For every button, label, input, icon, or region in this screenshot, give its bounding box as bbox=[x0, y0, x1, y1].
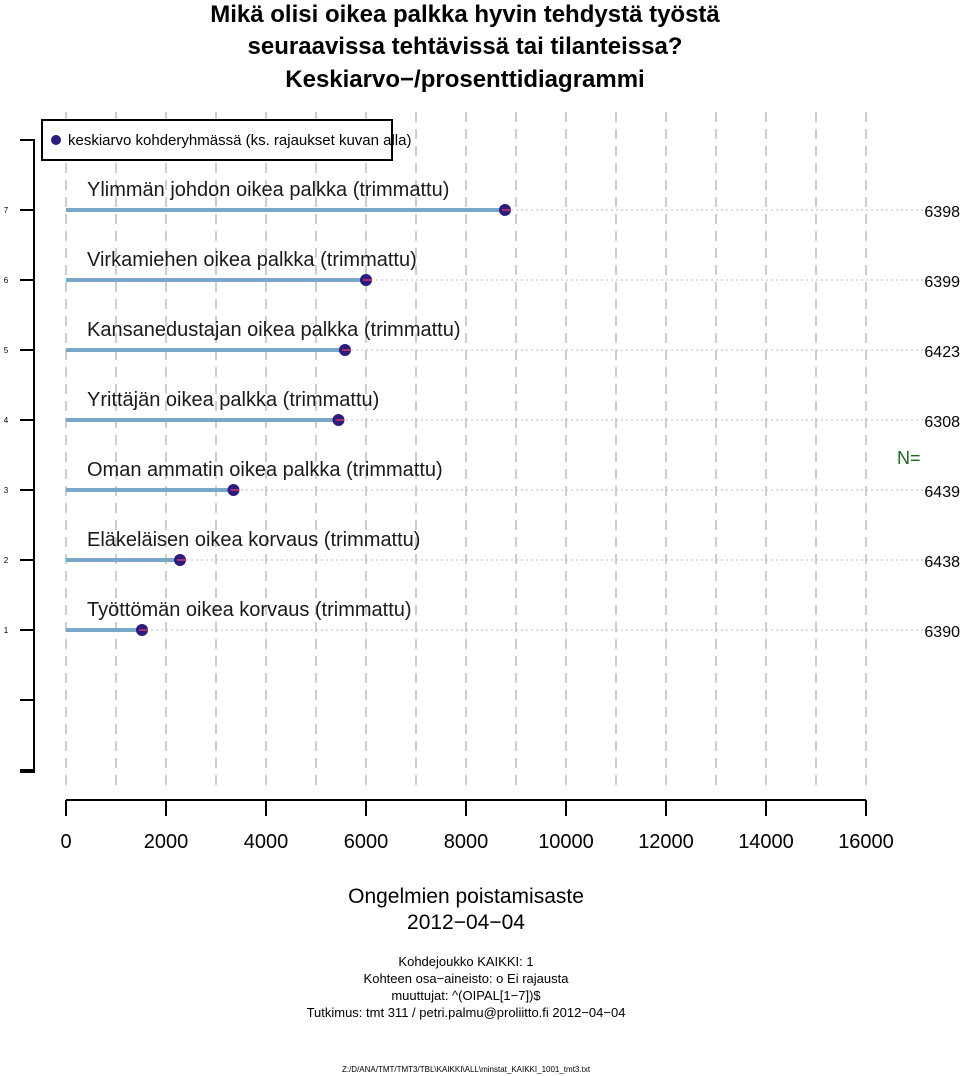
vertical-grid bbox=[65, 112, 867, 790]
file-path: Z:/D/ANA/TMT/TMT3/TBL\KAIKKI\ALL\minstat… bbox=[342, 1065, 591, 1074]
y-axis-ticks: 7 6 5 4 3 2 1 bbox=[4, 139, 34, 771]
n-value: 6308 bbox=[924, 414, 960, 431]
chart-title-line-1: Mikä olisi oikea palkka hyvin tehdystä t… bbox=[210, 1, 720, 28]
n-value: 6398 bbox=[924, 204, 960, 221]
chart-title-line-2: seuraavissa tehtävissä tai tilanteissa? bbox=[248, 33, 683, 60]
footer-line-2: Kohteen osa−aineisto: o Ei rajausta bbox=[364, 971, 570, 986]
category-label: Yrittäjän oikea palkka (trimmattu) bbox=[87, 389, 379, 411]
x-tick-label: 12000 bbox=[638, 831, 694, 853]
legend-marker bbox=[51, 135, 61, 145]
x-tick-label: 4000 bbox=[244, 831, 289, 853]
legend-box bbox=[41, 119, 393, 161]
n-value: 6390 bbox=[924, 624, 960, 641]
x-tick-label: 0 bbox=[60, 831, 71, 853]
x-tick-label: 8000 bbox=[444, 831, 489, 853]
chart-title-line-3: Keskiarvo−/prosenttidiagrammi bbox=[285, 66, 644, 93]
x-tick-label: 16000 bbox=[838, 831, 894, 853]
n-value: 6423 bbox=[924, 344, 960, 361]
x-tick-label: 6000 bbox=[344, 831, 389, 853]
n-value: 6439 bbox=[924, 484, 960, 501]
category-label: Kansanedustajan oikea palkka (trimmattu) bbox=[87, 319, 461, 341]
x-axis-label: Ongelmien poistamisaste bbox=[348, 885, 584, 908]
n-value: 6399 bbox=[924, 274, 960, 291]
y-axis-bracket bbox=[20, 139, 35, 773]
footer-line-1: Kohdejoukko KAIKKI: 1 bbox=[398, 954, 533, 969]
chart-date: 2012−04−04 bbox=[407, 911, 525, 934]
x-tick-label: 14000 bbox=[738, 831, 794, 853]
legend-label: keskiarvo kohderyhmässä (ks. rajaukset k… bbox=[68, 132, 411, 149]
bar-rows: Ylimmän johdon oikea palkka (trimmattu) 6… bbox=[66, 179, 960, 641]
category-label: Oman ammatin oikea palkka (trimmattu) bbox=[87, 459, 443, 481]
y-tick-label: 4 bbox=[4, 416, 9, 425]
x-axis-ticks: 0 2000 4000 6000 8000 10000 12000 14000 16000 bbox=[60, 800, 894, 853]
y-tick-label: 6 bbox=[4, 276, 9, 285]
category-label: Ylimmän johdon oikea palkka (trimmattu) bbox=[87, 179, 449, 201]
y-tick-label: 2 bbox=[4, 556, 9, 565]
category-label: Työttömän oikea korvaus (trimmattu) bbox=[87, 599, 412, 621]
category-label: Virkamiehen oikea palkka (trimmattu) bbox=[87, 249, 417, 271]
footer-line-3: muuttujat: ^(OIPAL[1−7])$ bbox=[391, 988, 541, 1003]
x-tick-label: 2000 bbox=[144, 831, 189, 853]
x-tick-label: 10000 bbox=[538, 831, 594, 853]
category-label: Eläkeläisen oikea korvaus (trimmattu) bbox=[87, 529, 420, 551]
footer-line-4: Tutkimus: tmt 311 / petri.palmu@proliitt… bbox=[307, 1005, 626, 1020]
horizontal-grid bbox=[66, 209, 958, 631]
y-tick-label: 1 bbox=[4, 626, 9, 635]
y-tick-label: 3 bbox=[4, 486, 9, 495]
y-tick-label: 7 bbox=[4, 206, 9, 215]
n-label: N= bbox=[897, 448, 921, 468]
n-value: 6438 bbox=[924, 554, 960, 571]
y-tick-label: 5 bbox=[4, 346, 9, 355]
